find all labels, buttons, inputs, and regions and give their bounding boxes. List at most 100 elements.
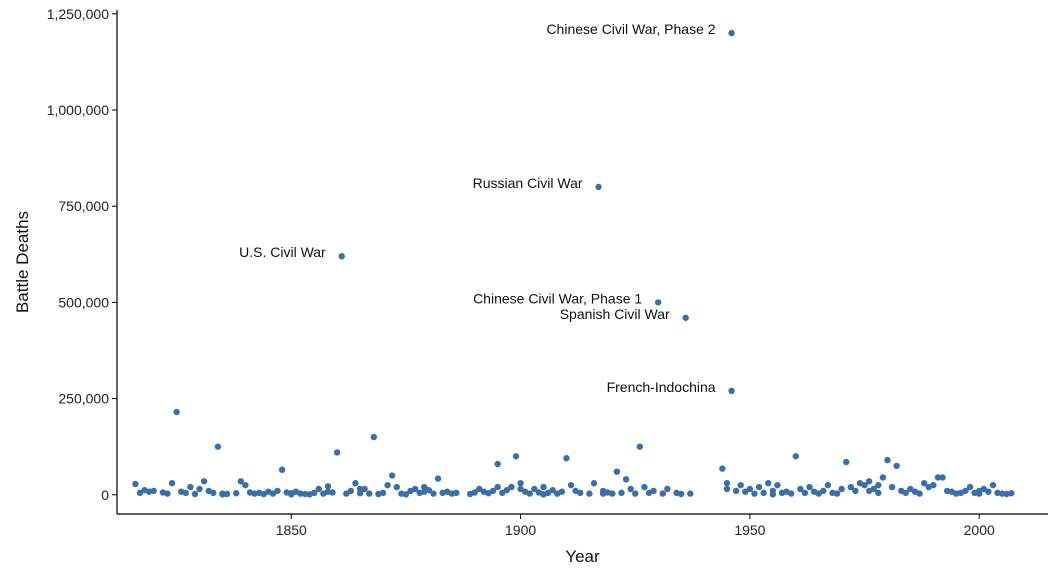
data-point: [618, 489, 625, 497]
data-point: [237, 478, 245, 485]
data-point: [526, 490, 533, 497]
data-point: [765, 480, 772, 487]
data-point: [723, 480, 731, 487]
data-point: [820, 487, 827, 495]
data-point: [352, 480, 359, 487]
point-annotation: Chinese Civil War, Phase 1: [473, 290, 642, 306]
y-axis-ticks: 0 250,000 500,000 750,000 1,000,000 1,250,000: [47, 6, 117, 503]
data-point: [223, 490, 231, 498]
data-point: [274, 487, 281, 495]
data-point: [590, 480, 598, 487]
data-point: [976, 487, 983, 495]
data-point: [632, 490, 639, 497]
data-point: [324, 483, 332, 490]
data-point: [370, 433, 378, 441]
data-point: [861, 481, 868, 489]
plot-area: Chinese Civil War, Phase 2 Russian Civil …: [132, 21, 1015, 498]
data-point: [613, 468, 621, 475]
data-point: [902, 489, 910, 497]
data-point: [563, 455, 570, 462]
data-point: [567, 481, 575, 489]
data-point: [843, 458, 850, 466]
data-point: [985, 488, 992, 495]
data-point: [393, 483, 400, 491]
data-point: [242, 481, 249, 489]
data-point: [595, 183, 602, 191]
data-point: [173, 408, 180, 416]
point-annotation: French-Indochina: [607, 379, 716, 395]
data-point: [187, 483, 194, 491]
data-point: [989, 481, 997, 489]
data-point: [728, 29, 735, 37]
data-point: [659, 490, 666, 497]
data-point: [627, 485, 634, 493]
data-point: [609, 490, 616, 497]
data-point: [723, 485, 731, 493]
y-tick-label: 750,000: [58, 198, 109, 214]
data-point: [719, 465, 726, 472]
x-axis-ticks: 1850 1900 1950 2000: [276, 514, 995, 538]
data-point: [430, 490, 437, 497]
data-point: [324, 488, 332, 495]
data-point: [421, 483, 428, 491]
data-point: [333, 449, 341, 456]
data-point: [503, 486, 511, 494]
data-point: [586, 490, 593, 497]
data-point: [366, 490, 373, 497]
data-point: [879, 474, 887, 481]
data-point: [852, 487, 859, 495]
x-tick-label: 2000: [964, 522, 995, 538]
data-point: [278, 466, 286, 473]
data-point: [875, 489, 882, 497]
data-point: [411, 485, 419, 493]
data-point: [1008, 490, 1015, 497]
data-point: [210, 489, 217, 497]
data-point: [517, 480, 524, 487]
data-point: [920, 480, 928, 487]
y-tick-label: 250,000: [58, 391, 109, 407]
point-annotation: Chinese Civil War, Phase 2: [546, 21, 715, 37]
data-point: [865, 478, 873, 485]
data-point: [540, 483, 547, 491]
data-point: [338, 253, 345, 260]
data-point: [774, 481, 781, 489]
data-point: [379, 489, 387, 497]
data-point: [301, 490, 309, 498]
data-point: [792, 453, 799, 460]
data-point: [847, 483, 854, 491]
data-point: [164, 490, 171, 497]
data-point: [755, 483, 763, 491]
data-point: [577, 489, 584, 497]
x-tick-label: 1850: [276, 522, 307, 538]
data-point: [288, 491, 295, 498]
y-axis-title: Battle Deaths: [13, 211, 32, 313]
data-point: [751, 490, 758, 497]
data-point: [769, 491, 777, 498]
data-point: [865, 487, 873, 495]
data-point: [599, 490, 607, 497]
data-point: [219, 491, 226, 498]
y-tick-label: 1,250,000: [47, 6, 109, 22]
data-point: [939, 474, 946, 481]
data-point: [494, 483, 501, 491]
data-point: [434, 475, 442, 482]
data-point: [508, 483, 515, 491]
data-point: [622, 476, 630, 483]
data-point: [806, 483, 813, 491]
data-point: [214, 443, 222, 450]
data-point: [297, 490, 304, 497]
data-point: [884, 456, 891, 464]
data-point: [916, 490, 923, 497]
data-point: [494, 460, 501, 468]
annotations-layer: Chinese Civil War, Phase 2 Russian Civil …: [239, 21, 716, 395]
data-point: [654, 299, 662, 306]
data-point: [315, 485, 322, 493]
data-point: [962, 487, 969, 495]
data-point: [402, 491, 410, 498]
data-point: [512, 453, 520, 460]
x-axis-title: Year: [565, 547, 600, 566]
y-tick-label: 0: [101, 487, 109, 503]
data-point: [732, 487, 740, 495]
data-point: [471, 489, 478, 496]
